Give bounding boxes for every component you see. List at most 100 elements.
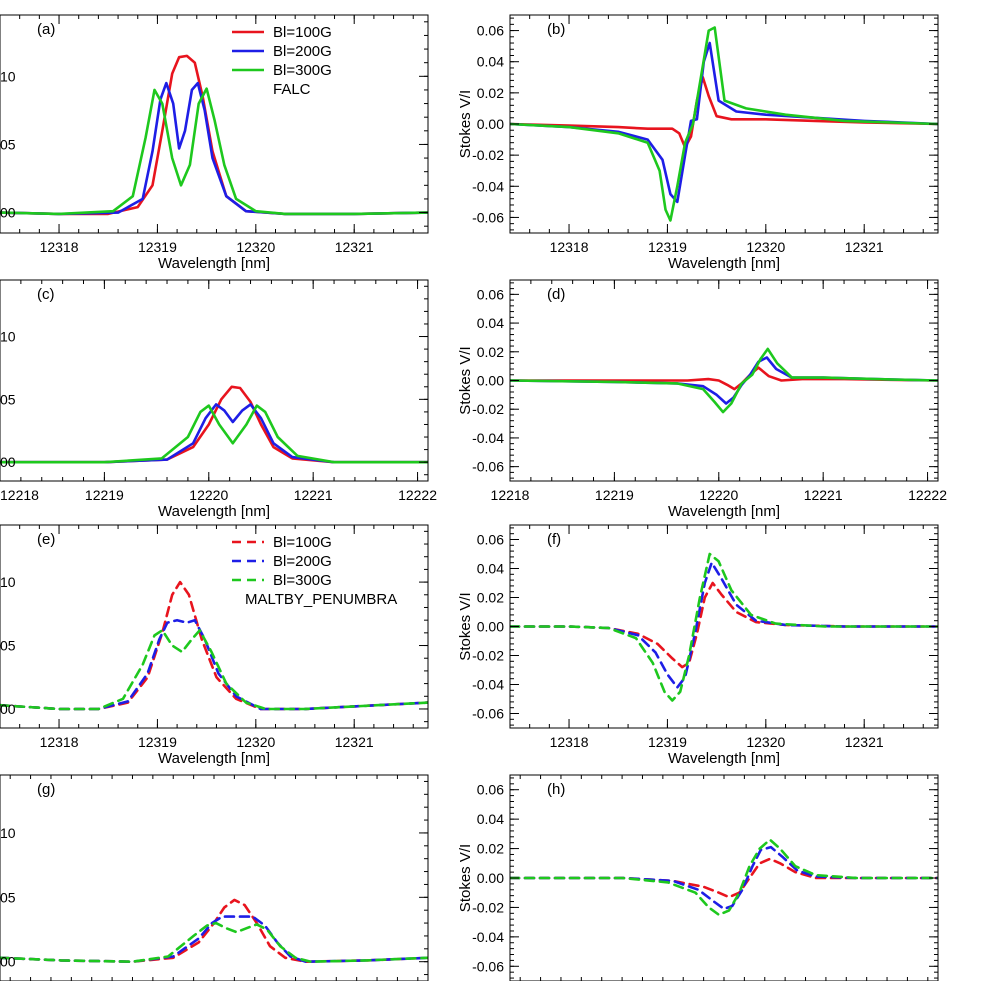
series-line-bl-100g — [510, 581, 938, 669]
y-tick-label: 10 — [0, 68, 16, 84]
x-tick-label: 12320 — [746, 734, 785, 750]
y-tick-label: 05 — [0, 136, 16, 152]
x-tick-label: 12318 — [550, 239, 589, 255]
series-line-bl-300g — [0, 87, 428, 216]
y-tick-label: 05 — [0, 638, 16, 654]
y-tick-label: 0.04 — [477, 811, 504, 827]
panel-label: (e) — [37, 531, 55, 548]
panel-d: 12218 12219 12220 12221 12222 -0.06 -0.04 -0.02… — [457, 279, 947, 520]
x-tick-label: 12319 — [138, 734, 177, 750]
x-axis-label: Wavelength [nm] — [668, 750, 780, 767]
series-line-bl-300g — [510, 552, 938, 702]
x-axis-label: Wavelength [nm] — [668, 255, 780, 272]
y-tick-label: 0.06 — [477, 286, 504, 302]
y-tick-label: 00 — [0, 454, 16, 470]
y-tick-label: 00 — [0, 954, 16, 970]
x-axis-label: Wavelength [nm] — [158, 255, 270, 272]
x-tick-label: 12319 — [648, 734, 687, 750]
y-axis-label: Stokes V/I — [457, 592, 474, 660]
legend-entry: Bl=100G — [273, 534, 332, 551]
legend: Bl=100G Bl=200G Bl=300G FALC — [232, 24, 332, 98]
series-line-bl-200g — [0, 618, 428, 711]
series-line-bl-300g — [510, 838, 938, 917]
y-tick-label: 0.06 — [477, 782, 504, 798]
y-tick-label: 0.00 — [477, 373, 504, 389]
x-tick-label: 12320 — [746, 239, 785, 255]
x-tick-label: 12221 — [804, 487, 843, 503]
series-line-bl-200g — [0, 403, 428, 464]
series-line-bl-300g — [0, 404, 428, 464]
panel-c: 12218 12219 12220 12221 12222 00 05 10 Wavelengt… — [0, 279, 437, 520]
legend-note: MALTBY_PENUMBRA — [245, 591, 397, 608]
y-tick-label: 0.04 — [477, 561, 504, 577]
series-line-bl-300g — [510, 347, 938, 414]
series-line-bl-300g — [0, 628, 428, 711]
x-tick-label: 12221 — [294, 487, 333, 503]
y-tick-label: 05 — [0, 889, 16, 905]
x-tick-label: 12219 — [85, 487, 124, 503]
series-line-bl-300g — [510, 26, 938, 222]
y-tick-label: 05 — [0, 391, 16, 407]
y-tick-label: -0.04 — [472, 677, 504, 693]
series-line-bl-100g — [510, 857, 938, 899]
y-tick-label: -0.02 — [472, 648, 504, 664]
x-tick-label: 12318 — [40, 734, 79, 750]
panel-f: 12318 12319 12320 12321 -0.06 -0.04 -0.02 0.00 0… — [457, 524, 939, 767]
legend-note: FALC — [273, 81, 311, 98]
panel-a: 12318 12319 12320 12321 00 05 10 Wavelength [nm… — [0, 14, 429, 272]
y-tick-label: -0.04 — [472, 178, 504, 194]
y-axis-label: Stokes V/I — [457, 844, 474, 912]
legend-entry: Bl=200G — [273, 43, 332, 60]
y-tick-label: -0.04 — [472, 430, 504, 446]
y-tick-label: 0.02 — [477, 590, 504, 606]
y-tick-label: 0.02 — [477, 85, 504, 101]
panel-label: (d) — [547, 286, 565, 303]
y-tick-label: 0.00 — [477, 870, 504, 886]
x-tick-label: 12320 — [236, 239, 275, 255]
y-tick-label: 0.06 — [477, 532, 504, 548]
y-axis-label: Stokes V/I — [457, 346, 474, 414]
x-tick-label: 12318 — [40, 239, 79, 255]
y-tick-label: -0.06 — [472, 706, 504, 722]
y-tick-label: -0.02 — [472, 147, 504, 163]
y-tick-label: 10 — [0, 329, 16, 345]
x-tick-label: 12321 — [335, 239, 374, 255]
y-tick-label: 10 — [0, 574, 16, 590]
y-tick-label: 0.06 — [477, 23, 504, 39]
x-tick-label: 12218 — [0, 487, 39, 503]
series-line-bl-100g — [0, 54, 428, 216]
legend: Bl=100G Bl=200G Bl=300G MALTBY_PENUMBRA — [232, 534, 397, 608]
panel-label: (c) — [37, 286, 55, 303]
plot-frame — [0, 524, 429, 729]
x-tick-label: 12320 — [236, 734, 275, 750]
x-tick-label: 12318 — [550, 734, 589, 750]
y-tick-label: -0.06 — [472, 459, 504, 475]
panel-g: 00 05 10 (g) — [0, 774, 429, 981]
panel-b: 12318 12319 12320 12321 -0.06 -0.04 -0.02 0.00 0… — [457, 14, 939, 272]
x-axis-label: Wavelength [nm] — [158, 503, 270, 520]
x-tick-label: 12222 — [908, 487, 947, 503]
y-tick-label: 0.02 — [477, 344, 504, 360]
panel-label: (b) — [547, 21, 565, 38]
panel-label: (f) — [547, 531, 561, 548]
series-line-bl-100g — [0, 898, 428, 964]
y-tick-label: -0.02 — [472, 899, 504, 915]
plot-frame — [0, 14, 429, 234]
x-tick-label: 12319 — [648, 239, 687, 255]
legend-entry: Bl=300G — [273, 572, 332, 589]
series-line-bl-300g — [0, 921, 428, 964]
panel-e: 12318 12319 12320 12321 00 05 10 Wavelength [nm… — [0, 524, 429, 767]
y-tick-label: 00 — [0, 701, 16, 717]
y-axis-label: Stokes V/I — [457, 90, 474, 158]
x-axis-label: Wavelength [nm] — [158, 750, 270, 767]
x-tick-label: 12321 — [845, 239, 884, 255]
x-tick-label: 12321 — [845, 734, 884, 750]
y-tick-label: -0.06 — [472, 209, 504, 225]
y-tick-label: 0.04 — [477, 315, 504, 331]
series-line-bl-200g — [510, 845, 938, 911]
y-tick-label: 0.04 — [477, 54, 504, 70]
y-tick-label: -0.06 — [472, 958, 504, 974]
plot-frame — [0, 279, 429, 482]
panel-label: (h) — [547, 781, 565, 798]
y-tick-label: 00 — [0, 205, 16, 221]
